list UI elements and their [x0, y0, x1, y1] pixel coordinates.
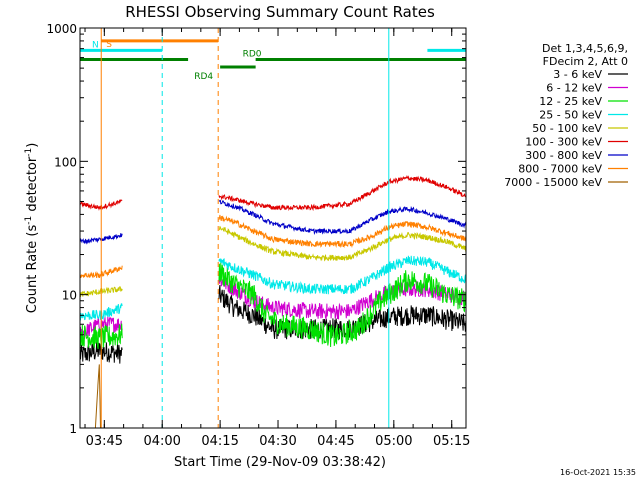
- legend: Det 1,3,4,5,6,9,FDecim 2, Att 03 - 6 keV…: [504, 42, 628, 189]
- series-line-6-1: [218, 199, 466, 236]
- series-line-7-1: [218, 214, 466, 249]
- series-line-2-1: [218, 262, 466, 348]
- x-tick-label-4: 04:45: [317, 434, 354, 449]
- legend-header-0: Det 1,3,4,5,6,9,: [542, 42, 628, 55]
- chart-title: RHESSI Observing Summary Count Rates: [125, 3, 435, 21]
- x-tick-label-3: 04:30: [259, 434, 296, 449]
- series-line-4-1: [218, 225, 466, 262]
- legend-label-4: 50 - 100 keV: [532, 122, 602, 135]
- legend-label-7: 800 - 7000 keV: [518, 163, 602, 176]
- state-bar-label-1: N: [92, 40, 99, 50]
- x-tick-label-2: 04:15: [201, 434, 238, 449]
- x-tick-label-0: 03:45: [86, 434, 123, 449]
- x-axis-label: Start Time (29-Nov-09 03:38:42): [174, 455, 386, 470]
- y-tick-label-1: 10: [62, 289, 77, 303]
- plot-frame: [79, 27, 467, 429]
- legend-label-1: 6 - 12 keV: [546, 82, 602, 95]
- state-change-lines: [79, 28, 467, 428]
- datestamp: 16-Oct-2021 15:35: [560, 468, 636, 477]
- state-bar-label-0: S: [106, 40, 112, 50]
- x-tick-label-6: 05:15: [433, 434, 470, 449]
- y-axis-label: Count Rate (s-1 detector-1): [24, 143, 40, 314]
- y-tick-label-3: 1000: [46, 22, 77, 36]
- legend-label-6: 300 - 800 keV: [525, 149, 602, 162]
- series-line-5-1: [218, 175, 466, 212]
- x-tick-label-5: 05:00: [375, 434, 412, 449]
- legend-label-0: 3 - 6 keV: [553, 68, 602, 81]
- state-bar-label-5: RD4: [194, 72, 213, 82]
- series-line-3-1: [218, 255, 466, 295]
- x-tick-label-1: 04:00: [143, 434, 180, 449]
- legend-label-2: 12 - 25 keV: [539, 95, 602, 108]
- legend-label-5: 100 - 300 keV: [525, 136, 602, 149]
- legend-label-8: 7000 - 15000 keV: [504, 176, 602, 189]
- x-axis: 03:45 04:00 04:15 04:30 04:45 05:00 05:15: [84, 28, 470, 449]
- legend-header-1: FDecim 2, Att 0: [543, 55, 628, 68]
- y-tick-label-0: 1: [69, 422, 77, 436]
- y-axis: 1 10 100 1000: [46, 22, 466, 436]
- attenuator-bars: SN RD0 RD4: [80, 39, 466, 82]
- state-bar-label-3: RD0: [243, 50, 262, 60]
- series-line-1-1: [218, 277, 466, 321]
- series-layer: [80, 175, 466, 428]
- y-tick-label-2: 100: [54, 155, 77, 169]
- legend-label-3: 25 - 50 keV: [539, 109, 602, 122]
